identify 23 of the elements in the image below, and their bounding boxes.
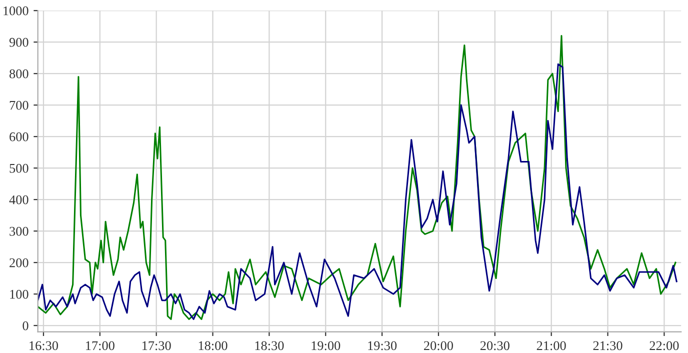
y-tick-label: 200 (10, 258, 28, 268)
y-tick-label: 1000 (4, 6, 28, 16)
y-tick-label: 700 (10, 100, 28, 110)
x-tick-label: 16:30 (30, 341, 58, 350)
x-tick-label: 18:00 (198, 341, 228, 350)
y-tick-label: 500 (10, 164, 28, 173)
x-tick-label: 17:30 (142, 341, 171, 350)
x-tick-label: 20:00 (424, 341, 454, 350)
x-tick-label: 17:00 (86, 341, 114, 350)
y-tick-label: 300 (10, 226, 28, 236)
y-tick-label: 900 (9, 38, 28, 47)
x-tick-label: 18:30 (255, 341, 284, 350)
x-tick-label: 21:00 (536, 341, 566, 350)
y-tick-label: 400 (9, 195, 28, 204)
y-tick-label: 0 (22, 321, 28, 330)
x-tick-label: 21:30 (593, 341, 622, 350)
y-tick-label: 600 (10, 132, 28, 142)
x-tick-label: 19:00 (312, 341, 340, 350)
x-tick-label: 19:30 (368, 341, 397, 350)
y-tick-label: 100 (10, 290, 28, 299)
y-tick-label: 800 (10, 69, 28, 78)
x-tick-label: 20:30 (480, 341, 510, 350)
x-tick-label: 22:00 (650, 341, 679, 350)
